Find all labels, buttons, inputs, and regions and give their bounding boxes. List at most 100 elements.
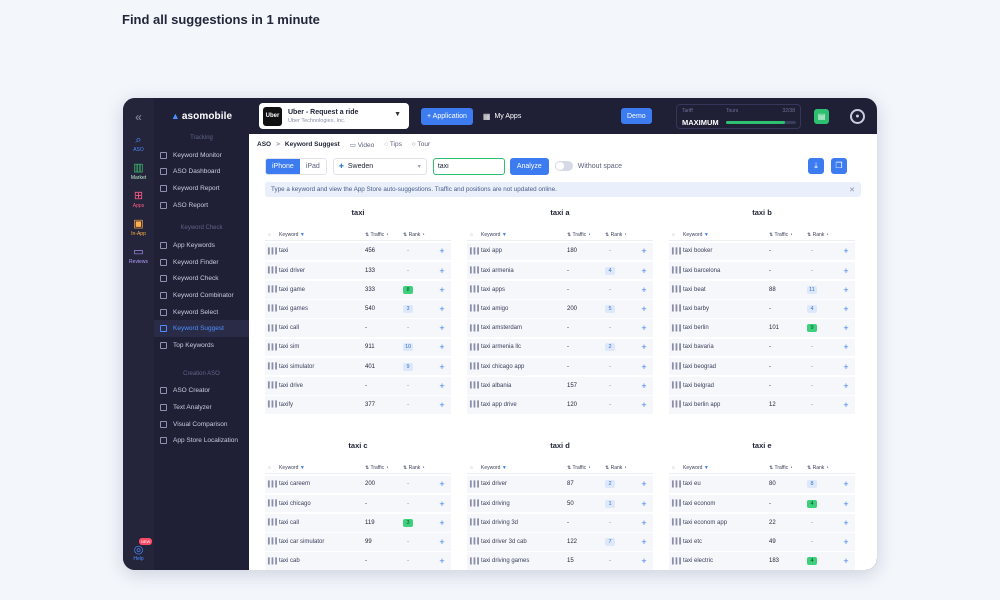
keyword-column[interactable]: Keyword ▼ (683, 232, 709, 238)
bar-chart-icon[interactable]: ▍▍▍ (672, 287, 684, 294)
add-keyword-button[interactable]: + (439, 361, 445, 372)
rank-column[interactable]: ⇅ Rank ◔ (403, 232, 425, 238)
avatar[interactable]: ● (850, 109, 865, 124)
table-row[interactable]: ▍▍▍ taxi apps - - + (467, 280, 653, 299)
select-all-checkbox[interactable]: ◌ (470, 232, 473, 238)
add-keyword-button[interactable]: + (843, 380, 849, 391)
bar-chart-icon[interactable]: ▍▍▍ (672, 364, 684, 371)
table-row[interactable]: ▍▍▍ taxi sim 911 10 + (265, 338, 451, 357)
sidebar-item-keyword-monitor[interactable]: Keyword Monitor (154, 147, 249, 164)
table-row[interactable]: ▍▍▍ taxi driver 3d cab 122 7 + (467, 533, 653, 551)
table-row[interactable]: ▍▍▍ taxi chicago - - + (265, 494, 451, 513)
add-keyword-button[interactable]: + (843, 323, 849, 334)
table-row[interactable]: ▍▍▍ taxi call - - + (265, 319, 451, 337)
table-row[interactable]: ▍▍▍ taxi driver 87 2 + (467, 475, 653, 494)
bar-chart-icon[interactable]: ▍▍▍ (672, 383, 684, 390)
add-keyword-button[interactable]: + (641, 246, 647, 257)
add-keyword-button[interactable]: + (641, 399, 647, 410)
add-keyword-button[interactable]: + (439, 556, 445, 567)
add-keyword-button[interactable]: + (843, 342, 849, 353)
keyword-input[interactable] (432, 157, 505, 175)
collapse-icon[interactable]: « (135, 110, 142, 124)
demo-button[interactable]: Demo (621, 108, 652, 124)
keyword-column[interactable]: Keyword ▼ (279, 232, 305, 238)
add-keyword-button[interactable]: + (439, 265, 445, 276)
keyword-column[interactable]: Keyword ▼ (481, 465, 507, 471)
bar-chart-icon[interactable]: ▍▍▍ (470, 558, 482, 565)
bar-chart-icon[interactable]: ▍▍▍ (470, 325, 482, 332)
add-keyword-button[interactable]: + (439, 479, 445, 490)
table-row[interactable]: ▍▍▍ taxi cab - - + (265, 552, 451, 570)
table-row[interactable]: ▍▍▍ taxify 377 - + (265, 396, 451, 414)
rail-item-market[interactable]: ▥ Market (123, 162, 154, 182)
table-row[interactable]: ▍▍▍ taxi app drive 120 - + (467, 396, 653, 414)
table-row[interactable]: ▍▍▍ taxi beat 88 11 + (669, 280, 855, 299)
my-apps-link[interactable]: ▦ My Apps (482, 111, 522, 121)
select-all-checkbox[interactable]: ◌ (268, 465, 271, 471)
select-all-checkbox[interactable]: ◌ (672, 465, 675, 471)
rank-column[interactable]: ⇅ Rank ◔ (605, 465, 627, 471)
bar-chart-icon[interactable]: ▍▍▍ (268, 481, 280, 488)
brand-logo[interactable]: ▲ asomobile (170, 110, 233, 122)
add-keyword-button[interactable]: + (843, 265, 849, 276)
sidebar-item-keyword-report[interactable]: Keyword Report (154, 180, 249, 197)
add-keyword-button[interactable]: + (843, 517, 849, 528)
tab-ipad[interactable]: iPad (299, 158, 326, 174)
copy-button[interactable]: ❐ (831, 158, 847, 174)
add-keyword-button[interactable]: + (641, 303, 647, 314)
table-row[interactable]: ▍▍▍ taxi econom app 22 - + (669, 513, 855, 532)
rail-item-reviews[interactable]: ▭ Reviews (123, 246, 154, 266)
sidebar-item-aso-report[interactable]: ASO Report (154, 197, 249, 214)
bar-chart-icon[interactable]: ▍▍▍ (672, 325, 684, 332)
add-keyword-button[interactable]: + (843, 246, 849, 257)
table-row[interactable]: ▍▍▍ taxi barby - 4 + (669, 300, 855, 318)
add-keyword-button[interactable]: + (641, 380, 647, 391)
add-keyword-button[interactable]: + (843, 536, 849, 547)
bar-chart-icon[interactable]: ▍▍▍ (672, 539, 684, 546)
bar-chart-icon[interactable]: ▍▍▍ (470, 481, 482, 488)
bar-chart-icon[interactable]: ▍▍▍ (470, 248, 482, 255)
bar-chart-icon[interactable]: ▍▍▍ (268, 248, 280, 255)
sidebar-item-aso-dashboard[interactable]: ASO Dashboard (154, 164, 249, 181)
add-keyword-button[interactable]: + (439, 284, 445, 295)
table-row[interactable]: ▍▍▍ taxi albania 157 - + (467, 376, 653, 395)
cart-icon[interactable]: ▤ (814, 109, 829, 124)
bar-chart-icon[interactable]: ▍▍▍ (672, 248, 684, 255)
sidebar-item-visual-comparison[interactable]: Visual Comparison (154, 416, 249, 433)
filter-icon[interactable]: ▼ (299, 465, 305, 471)
table-row[interactable]: ▍▍▍ taxi call 119 3 + (265, 513, 451, 532)
add-keyword-button[interactable]: + (439, 323, 445, 334)
app-selector[interactable]: Uber Uber - Request a ride Uber Technolo… (259, 103, 409, 129)
traffic-column[interactable]: ⇅ Traffic ◔ (567, 465, 591, 471)
table-row[interactable]: ▍▍▍ taxi driver 133 - + (265, 261, 451, 280)
bar-chart-icon[interactable]: ▍▍▍ (470, 520, 482, 527)
filter-icon[interactable]: ▼ (703, 465, 709, 471)
keyword-column[interactable]: Keyword ▼ (481, 232, 507, 238)
bar-chart-icon[interactable]: ▍▍▍ (672, 501, 684, 508)
table-row[interactable]: ▍▍▍ taxi car simulator 99 - + (265, 533, 451, 551)
bar-chart-icon[interactable]: ▍▍▍ (470, 268, 482, 275)
table-row[interactable]: ▍▍▍ taxi app 180 - + (467, 242, 653, 261)
table-row[interactable]: ▍▍▍ taxi electric 183 4 + (669, 552, 855, 570)
table-row[interactable]: ▍▍▍ taxi 456 - + (265, 242, 451, 261)
add-keyword-button[interactable]: + (843, 479, 849, 490)
rail-item-in-app[interactable]: ▣ In-App (123, 218, 154, 238)
analyze-button[interactable]: Analyze (509, 157, 549, 175)
bar-chart-icon[interactable]: ▍▍▍ (470, 306, 482, 313)
table-row[interactable]: ▍▍▍ taxi berlin 101 9 + (669, 319, 855, 337)
add-keyword-button[interactable]: + (843, 399, 849, 410)
traffic-column[interactable]: ⇅ Traffic ◔ (365, 465, 389, 471)
sidebar-item-keyword-select[interactable]: Keyword Select (154, 304, 249, 321)
add-keyword-button[interactable]: + (439, 303, 445, 314)
add-keyword-button[interactable]: + (439, 399, 445, 410)
table-row[interactable]: ▍▍▍ taxi eu 80 8 + (669, 475, 855, 494)
tour-link[interactable]: ○ Tour (411, 141, 431, 148)
sidebar-item-keyword-combinator[interactable]: Keyword Combinator (154, 287, 249, 304)
table-row[interactable]: ▍▍▍ taxi game 333 8 + (265, 280, 451, 299)
rail-item-aso[interactable]: ⌕ ASO (123, 134, 154, 154)
add-keyword-button[interactable]: + (641, 323, 647, 334)
table-row[interactable]: ▍▍▍ taxi driving 3d - - + (467, 513, 653, 532)
add-keyword-button[interactable]: + (439, 246, 445, 257)
add-keyword-button[interactable]: + (641, 265, 647, 276)
bar-chart-icon[interactable]: ▍▍▍ (470, 501, 482, 508)
